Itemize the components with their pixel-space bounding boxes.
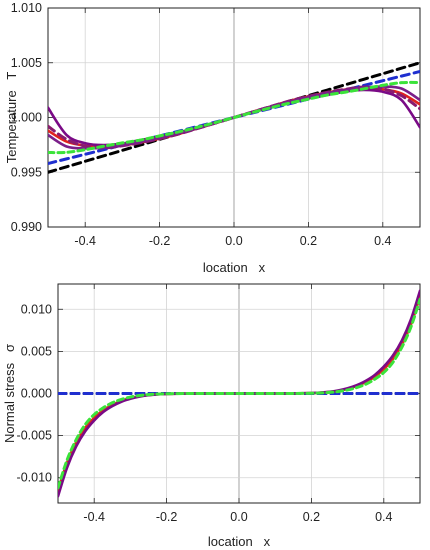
x-tick-label: -0.4 [74, 234, 96, 248]
y-tick-label: 1.000 [11, 111, 42, 125]
x-axis-label: location x [208, 534, 271, 549]
series-group [48, 61, 420, 174]
x-tick-label: -0.4 [83, 510, 105, 524]
y-tick-label: 0.010 [21, 302, 52, 316]
x-tick-label: 0.0 [225, 234, 242, 248]
x-tick-label: 0.2 [300, 234, 317, 248]
x-tick-label: 0.4 [375, 510, 392, 524]
x-tick-label: -0.2 [149, 234, 171, 248]
x-tick-label: 0.4 [374, 234, 391, 248]
y-tick-label: -0.005 [17, 429, 52, 443]
series-group [58, 289, 420, 498]
series-line-6 [48, 80, 420, 155]
x-tick-label: 0.2 [303, 510, 320, 524]
y-tick-label: 0.995 [11, 165, 42, 179]
x-tick-label: 0.0 [230, 510, 247, 524]
series-line-4 [58, 297, 420, 490]
y-tick-label: 0.005 [21, 344, 52, 358]
normal-stress-chart: -0.4 -0.2 0.0 0.2 0.4 -0.010 -0.005 0.000 0.005 0… [2, 283, 421, 549]
y-tick-label: 0.000 [21, 387, 52, 401]
y-axis-label: Normal stress σ [2, 344, 17, 443]
y-tick-label: 1.010 [11, 1, 42, 15]
y-tick-label: 1.005 [11, 56, 42, 70]
x-tick-label: -0.2 [156, 510, 178, 524]
y-tick-label: 0.990 [11, 220, 42, 234]
x-axis-label: location x [203, 260, 266, 275]
temperature-chart: -0.4 -0.2 0.0 0.2 0.4 0.990 0.995 1.000 1.005 1.0… [4, 1, 421, 275]
y-axis-label: Temperature T [4, 72, 19, 164]
y-tick-label: -0.010 [17, 471, 52, 485]
